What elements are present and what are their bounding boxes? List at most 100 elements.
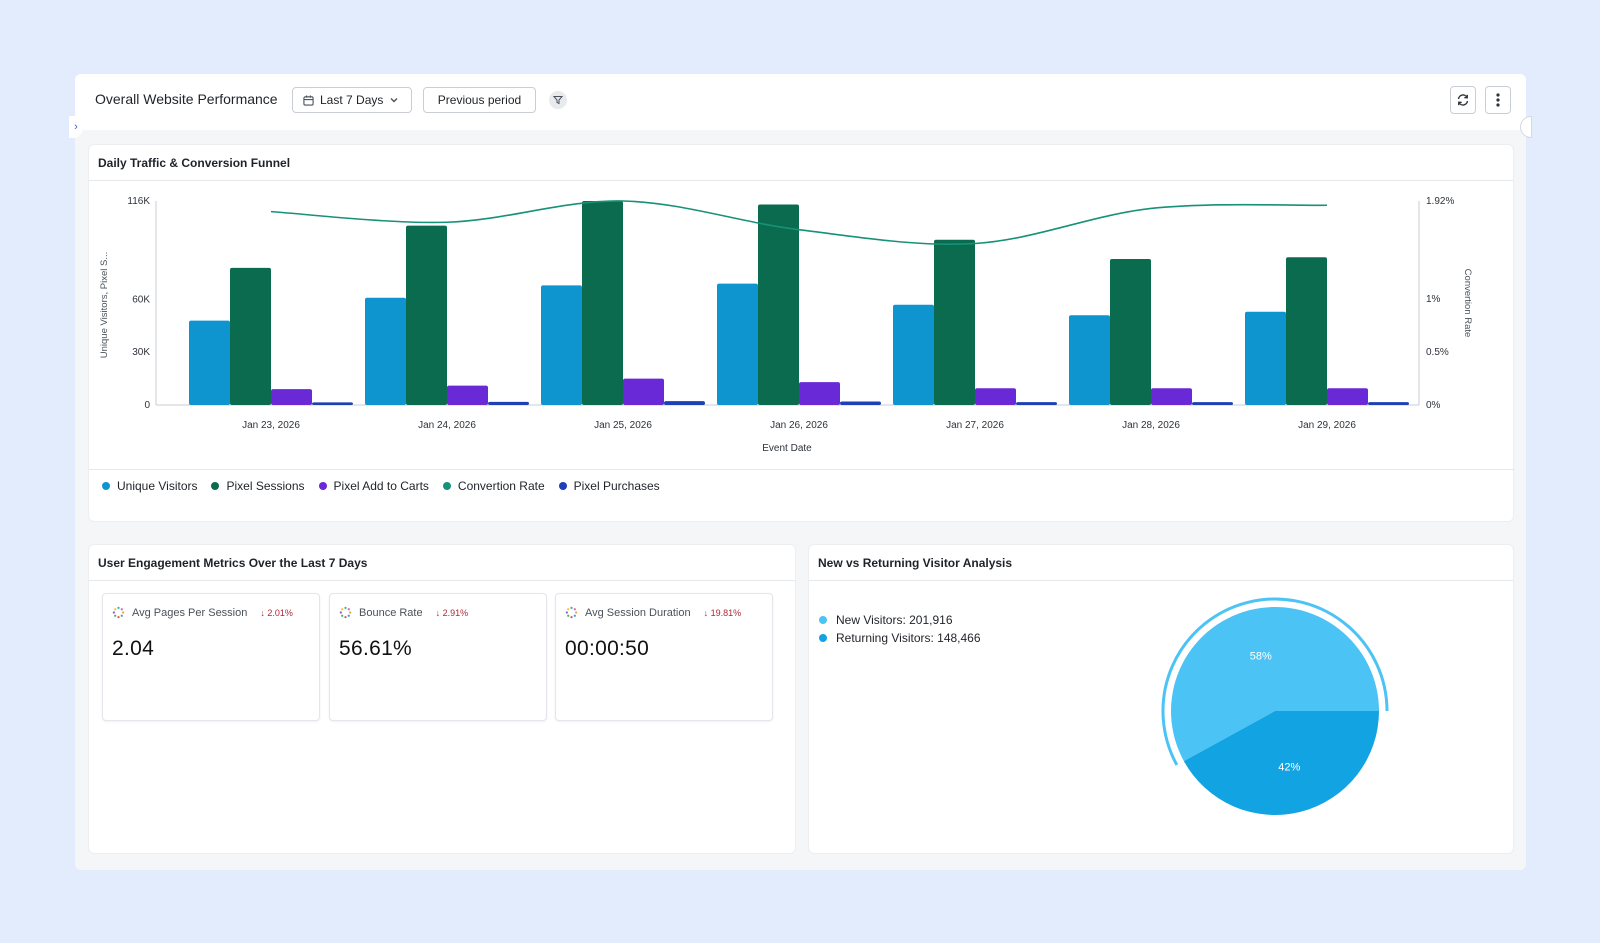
arrow-down-icon: ↓ [260,607,268,618]
bar-pixel-purchases [312,402,353,405]
spinner-dot [567,614,570,617]
metric-value: 56.61% [339,637,413,660]
bar-pixel-sessions [934,239,975,405]
previous-period-button[interactable]: Previous period [423,87,536,113]
bar-pixel-purchases [1368,402,1409,405]
bar-pixel-purchases [1016,402,1057,405]
bar-pixel-add-to-carts [1327,388,1368,405]
x-tick-label: Jan 25, 2026 [594,420,652,431]
bar-pixel-sessions [230,267,271,405]
visitor-legend-label: Returning Visitors: 148,466 [836,631,981,645]
spinner-dot [117,616,120,619]
refresh-button[interactable] [1450,86,1476,114]
metric-card[interactable]: Avg Session Duration ↓ 19.81% 00:00:50 [555,593,773,721]
line-convertion-rate [270,200,1328,246]
legend-dot [558,482,567,490]
page-title: Overall Website Performance [95,91,278,107]
date-range-label: Last 7 Days [320,93,384,107]
legend-item[interactable]: Pixel Add to Carts [318,479,429,493]
pie-slice-label: 42% [1278,761,1300,773]
legend-dot [211,482,220,490]
metric-card[interactable]: Avg Pages Per Session ↓ 2.01% 2.04 [102,593,320,721]
metric-delta: ↓ 2.01% [260,608,293,618]
pie-slice-label: 58% [1250,651,1272,663]
legend-item[interactable]: Pixel Purchases [558,479,660,493]
loading-spinner-icon [565,606,578,619]
bar-pixel-add-to-carts [623,378,664,405]
spinner-dot [347,608,350,611]
bar-unique-visitors [717,283,758,405]
legend-label: Pixel Add to Carts [333,479,429,493]
x-axis-title: Event Date [762,443,812,454]
spinner-dot [344,606,347,609]
metric-delta: ↓ 2.91% [436,608,469,618]
spinner-dot [339,611,342,614]
metric-label: Avg Pages Per Session [132,606,248,619]
arrow-down-icon: ↓ [435,607,443,618]
bar-unique-visitors [1245,311,1286,405]
filter-button[interactable] [549,91,567,109]
x-tick-label: Jan 26, 2026 [770,420,828,431]
x-tick-label: Jan 27, 2026 [946,420,1004,431]
bar-pixel-add-to-carts [799,382,840,405]
x-tick-label: Jan 24, 2026 [418,420,476,431]
y2-tick-label: 1% [1426,294,1441,305]
metric-label-row: Avg Pages Per Session ↓ 2.01% [112,606,293,619]
filter-icon [553,96,563,105]
legend-label: Unique Visitors [117,479,198,493]
spinner-dot [117,606,120,609]
calendar-icon [303,94,314,106]
visitor-legend-item[interactable]: New Visitors: 201,916 [819,611,981,629]
legend-dot [819,616,827,624]
spinner-dot [565,611,568,614]
visitor-pie-chart: 58% 42% [1161,597,1389,816]
spinner-dot [114,614,117,617]
spinner-dot [114,608,117,611]
visitor-legend-label: New Visitors: 201,916 [836,613,953,627]
pie-hover-arc [1161,597,1389,766]
y-axis-title: Unique Visitors, Pixel S... [99,252,110,358]
bar-pixel-sessions [406,225,447,405]
spinner-dot [349,611,352,614]
metric-value: 00:00:50 [565,637,650,660]
bar-pixel-sessions [1110,259,1151,405]
legend-divider [89,469,1515,470]
metric-label: Avg Session Duration [585,606,691,619]
visitor-analysis-card: New vs Returning Visitor Analysis New Vi… [808,544,1514,854]
spinner-dot [567,608,570,611]
legend-dot [819,634,827,642]
traffic-chart-card: Daily Traffic & Conversion Funnel 0 30K 60… [88,144,1515,522]
visitor-legend-item[interactable]: Returning Visitors: 148,466 [819,629,981,647]
legend-item[interactable]: Pixel Sessions [211,479,305,493]
bar-pixel-purchases [664,401,705,405]
loading-spinner-icon [112,606,125,619]
engagement-card: User Engagement Metrics Over the Last 7 … [88,544,796,854]
traffic-chart-title: Daily Traffic & Conversion Funnel [89,145,1513,181]
dashboard-header: Overall Website Performance Last 7 Days … [75,74,1526,130]
bar-pixel-add-to-carts [271,389,312,405]
legend-item[interactable]: Convertion Rate [442,479,545,493]
legend-item[interactable]: Unique Visitors [102,479,197,493]
x-tick-label: Jan 29, 2026 [1298,420,1356,431]
metric-delta-value: 2.01% [267,607,293,618]
metric-card[interactable]: Bounce Rate ↓ 2.91% 56.61% [329,593,547,721]
right-panel-handle[interactable] [1520,116,1532,138]
y-tick-label: 116K [127,196,150,207]
y2-axis-title: Convertion Rate [1462,269,1473,338]
bar-unique-visitors [1069,315,1110,405]
chevron-down-icon [390,98,398,103]
more-options-button[interactable] [1485,86,1511,114]
metric-label: Bounce Rate [359,606,423,619]
y2-tick-label: 0% [1426,400,1441,411]
bar-pixel-add-to-carts [1151,388,1192,405]
chevron-right-icon: › [74,121,78,133]
spinner-dot [573,614,576,617]
legend-label: Pixel Purchases [573,479,660,493]
bar-unique-visitors [365,297,406,405]
sidebar-toggle[interactable]: › [69,116,83,138]
bar-unique-visitors [893,304,934,405]
spinner-dot [120,614,123,617]
metric-value: 2.04 [112,637,155,660]
metric-delta: ↓ 19.81% [704,608,742,618]
date-range-dropdown[interactable]: Last 7 Days [292,87,412,113]
